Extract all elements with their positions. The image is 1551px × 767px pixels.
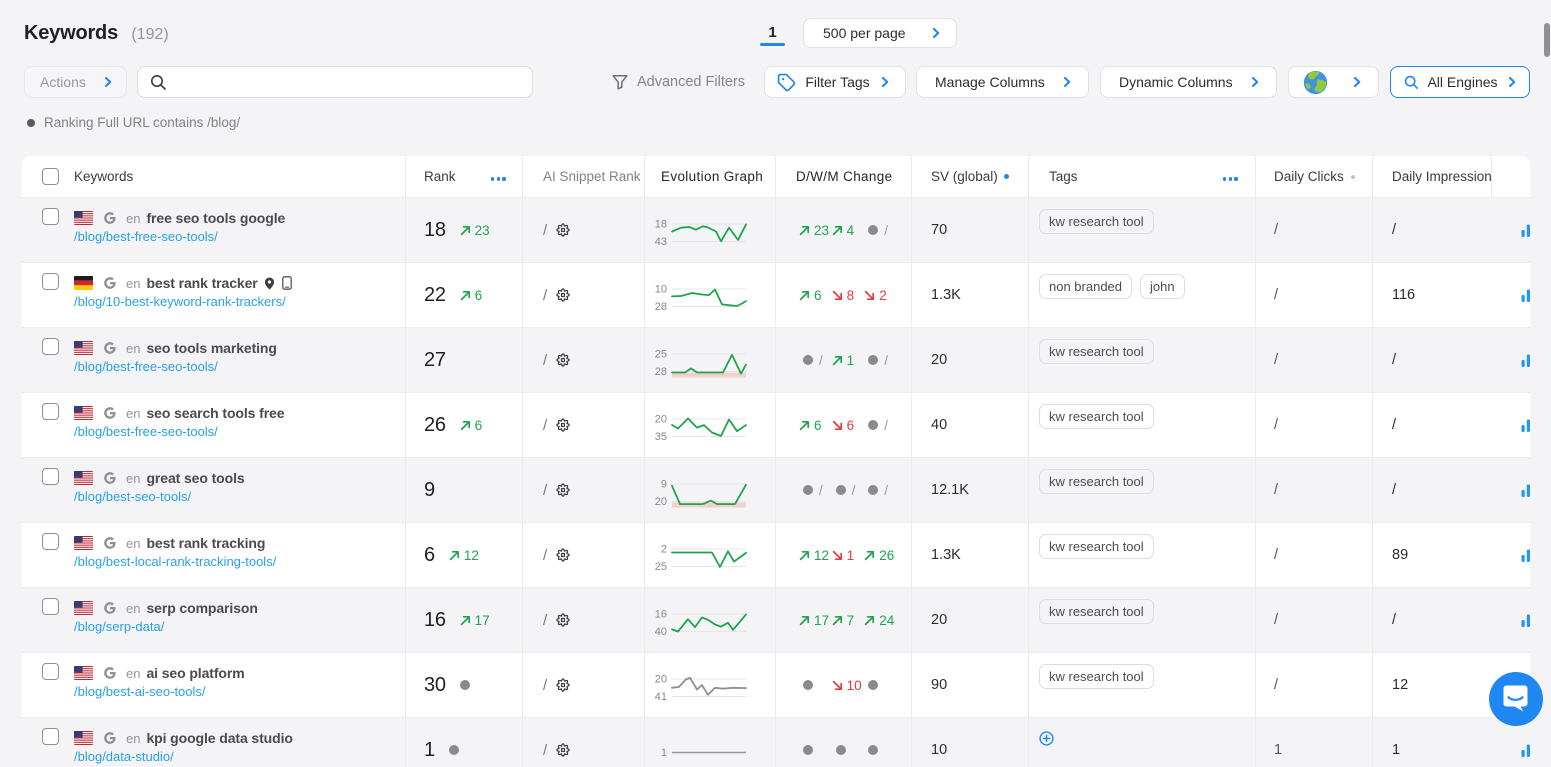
svg-text:18: 18: [655, 219, 667, 231]
svg-text:28: 28: [655, 366, 667, 378]
svg-text:10: 10: [655, 284, 667, 296]
svg-text:25: 25: [655, 561, 667, 573]
svg-text:16: 16: [655, 609, 667, 621]
svg-text:28: 28: [655, 301, 667, 313]
svg-text:40: 40: [655, 626, 667, 638]
svg-text:43: 43: [655, 236, 667, 248]
svg-text:2: 2: [661, 544, 667, 556]
svg-text:20: 20: [655, 414, 667, 426]
svg-text:1: 1: [661, 747, 667, 759]
svg-text:9: 9: [661, 479, 667, 491]
svg-text:41: 41: [655, 691, 667, 703]
svg-text:20: 20: [655, 496, 667, 508]
svg-text:25: 25: [655, 349, 667, 361]
svg-text:20: 20: [655, 674, 667, 686]
svg-text:35: 35: [655, 431, 667, 443]
